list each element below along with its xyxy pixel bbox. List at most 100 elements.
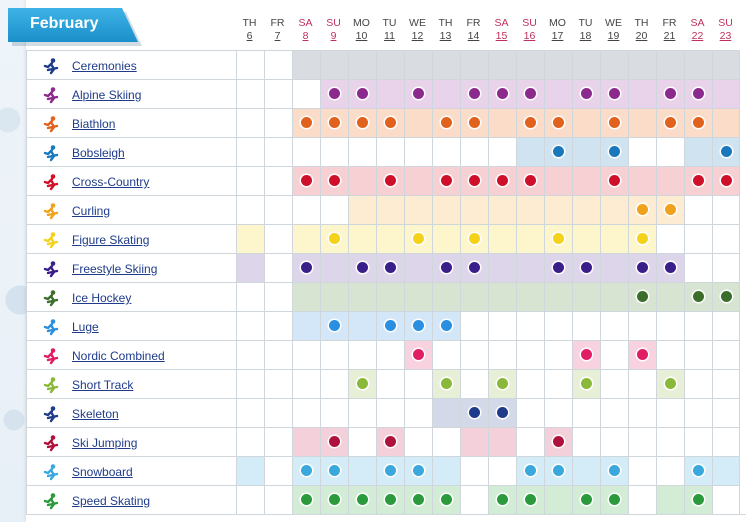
event-dot[interactable]	[301, 262, 312, 273]
sport-link[interactable]: Figure Skating	[72, 233, 150, 247]
event-dot[interactable]	[357, 88, 368, 99]
day-date-link[interactable]: 9	[330, 30, 337, 42]
event-dot[interactable]	[301, 117, 312, 128]
sport-link[interactable]: Skeleton	[72, 407, 119, 421]
event-dot[interactable]	[637, 262, 648, 273]
sport-link[interactable]: Freestyle Skiing	[72, 262, 158, 276]
event-dot[interactable]	[693, 117, 704, 128]
day-date-link[interactable]: 21	[663, 30, 676, 42]
event-dot[interactable]	[637, 204, 648, 215]
event-dot[interactable]	[469, 117, 480, 128]
event-dot[interactable]	[693, 494, 704, 505]
event-dot[interactable]	[469, 233, 480, 244]
event-dot[interactable]	[301, 175, 312, 186]
event-dot[interactable]	[497, 175, 508, 186]
event-dot[interactable]	[553, 146, 564, 157]
sport-link[interactable]: Alpine Skiing	[72, 88, 142, 102]
day-date-link[interactable]: 22	[691, 30, 704, 42]
event-dot[interactable]	[357, 262, 368, 273]
event-dot[interactable]	[441, 262, 452, 273]
day-date-link[interactable]: 13	[439, 30, 452, 42]
event-dot[interactable]	[525, 465, 536, 476]
day-date-link[interactable]: 15	[495, 30, 508, 42]
sport-link[interactable]: Cross-Country	[72, 175, 150, 189]
event-dot[interactable]	[357, 494, 368, 505]
event-dot[interactable]	[413, 88, 424, 99]
event-dot[interactable]	[441, 117, 452, 128]
event-dot[interactable]	[525, 175, 536, 186]
event-dot[interactable]	[637, 349, 648, 360]
event-dot[interactable]	[497, 378, 508, 389]
sport-link[interactable]: Ceremonies	[72, 59, 137, 73]
event-dot[interactable]	[525, 494, 536, 505]
sport-link[interactable]: Biathlon	[72, 117, 116, 131]
event-dot[interactable]	[721, 146, 732, 157]
day-date-link[interactable]: 23	[719, 30, 732, 42]
event-dot[interactable]	[721, 291, 732, 302]
event-dot[interactable]	[301, 465, 312, 476]
event-dot[interactable]	[385, 320, 396, 331]
event-dot[interactable]	[413, 465, 424, 476]
day-date-link[interactable]: 16	[523, 30, 536, 42]
day-date-link[interactable]: 14	[467, 30, 480, 42]
day-date-link[interactable]: 12	[411, 30, 424, 42]
event-dot[interactable]	[581, 494, 592, 505]
event-dot[interactable]	[553, 233, 564, 244]
event-dot[interactable]	[413, 233, 424, 244]
event-dot[interactable]	[385, 465, 396, 476]
event-dot[interactable]	[609, 175, 620, 186]
day-date-link[interactable]: 11	[384, 30, 395, 42]
event-dot[interactable]	[581, 349, 592, 360]
sport-link[interactable]: Snowboard	[72, 465, 133, 479]
event-dot[interactable]	[357, 378, 368, 389]
event-dot[interactable]	[329, 88, 340, 99]
event-dot[interactable]	[469, 175, 480, 186]
event-dot[interactable]	[497, 407, 508, 418]
sport-link[interactable]: Nordic Combined	[72, 349, 165, 363]
event-dot[interactable]	[329, 436, 340, 447]
event-dot[interactable]	[665, 378, 676, 389]
event-dot[interactable]	[609, 146, 620, 157]
event-dot[interactable]	[581, 88, 592, 99]
event-dot[interactable]	[721, 175, 732, 186]
event-dot[interactable]	[413, 320, 424, 331]
event-dot[interactable]	[497, 494, 508, 505]
event-dot[interactable]	[609, 88, 620, 99]
event-dot[interactable]	[609, 465, 620, 476]
day-date-link[interactable]: 10	[355, 30, 368, 42]
sport-link[interactable]: Curling	[72, 204, 111, 218]
event-dot[interactable]	[441, 320, 452, 331]
sport-link[interactable]: Ski Jumping	[72, 436, 138, 450]
event-dot[interactable]	[469, 88, 480, 99]
event-dot[interactable]	[693, 175, 704, 186]
day-date-link[interactable]: 6	[246, 30, 253, 42]
day-date-link[interactable]: 18	[579, 30, 592, 42]
event-dot[interactable]	[329, 233, 340, 244]
event-dot[interactable]	[553, 436, 564, 447]
event-dot[interactable]	[553, 465, 564, 476]
event-dot[interactable]	[497, 88, 508, 99]
event-dot[interactable]	[693, 291, 704, 302]
sport-link[interactable]: Short Track	[72, 378, 134, 392]
event-dot[interactable]	[385, 494, 396, 505]
event-dot[interactable]	[441, 175, 452, 186]
event-dot[interactable]	[469, 262, 480, 273]
event-dot[interactable]	[637, 291, 648, 302]
day-date-link[interactable]: 17	[551, 30, 564, 42]
event-dot[interactable]	[385, 262, 396, 273]
event-dot[interactable]	[609, 494, 620, 505]
event-dot[interactable]	[301, 494, 312, 505]
sport-link[interactable]: Ice Hockey	[72, 291, 132, 305]
sport-link[interactable]: Speed Skating	[72, 494, 151, 508]
event-dot[interactable]	[329, 465, 340, 476]
event-dot[interactable]	[693, 465, 704, 476]
event-dot[interactable]	[441, 378, 452, 389]
event-dot[interactable]	[693, 88, 704, 99]
event-dot[interactable]	[329, 175, 340, 186]
event-dot[interactable]	[357, 117, 368, 128]
event-dot[interactable]	[553, 117, 564, 128]
event-dot[interactable]	[553, 262, 564, 273]
event-dot[interactable]	[329, 320, 340, 331]
event-dot[interactable]	[413, 349, 424, 360]
event-dot[interactable]	[609, 117, 620, 128]
